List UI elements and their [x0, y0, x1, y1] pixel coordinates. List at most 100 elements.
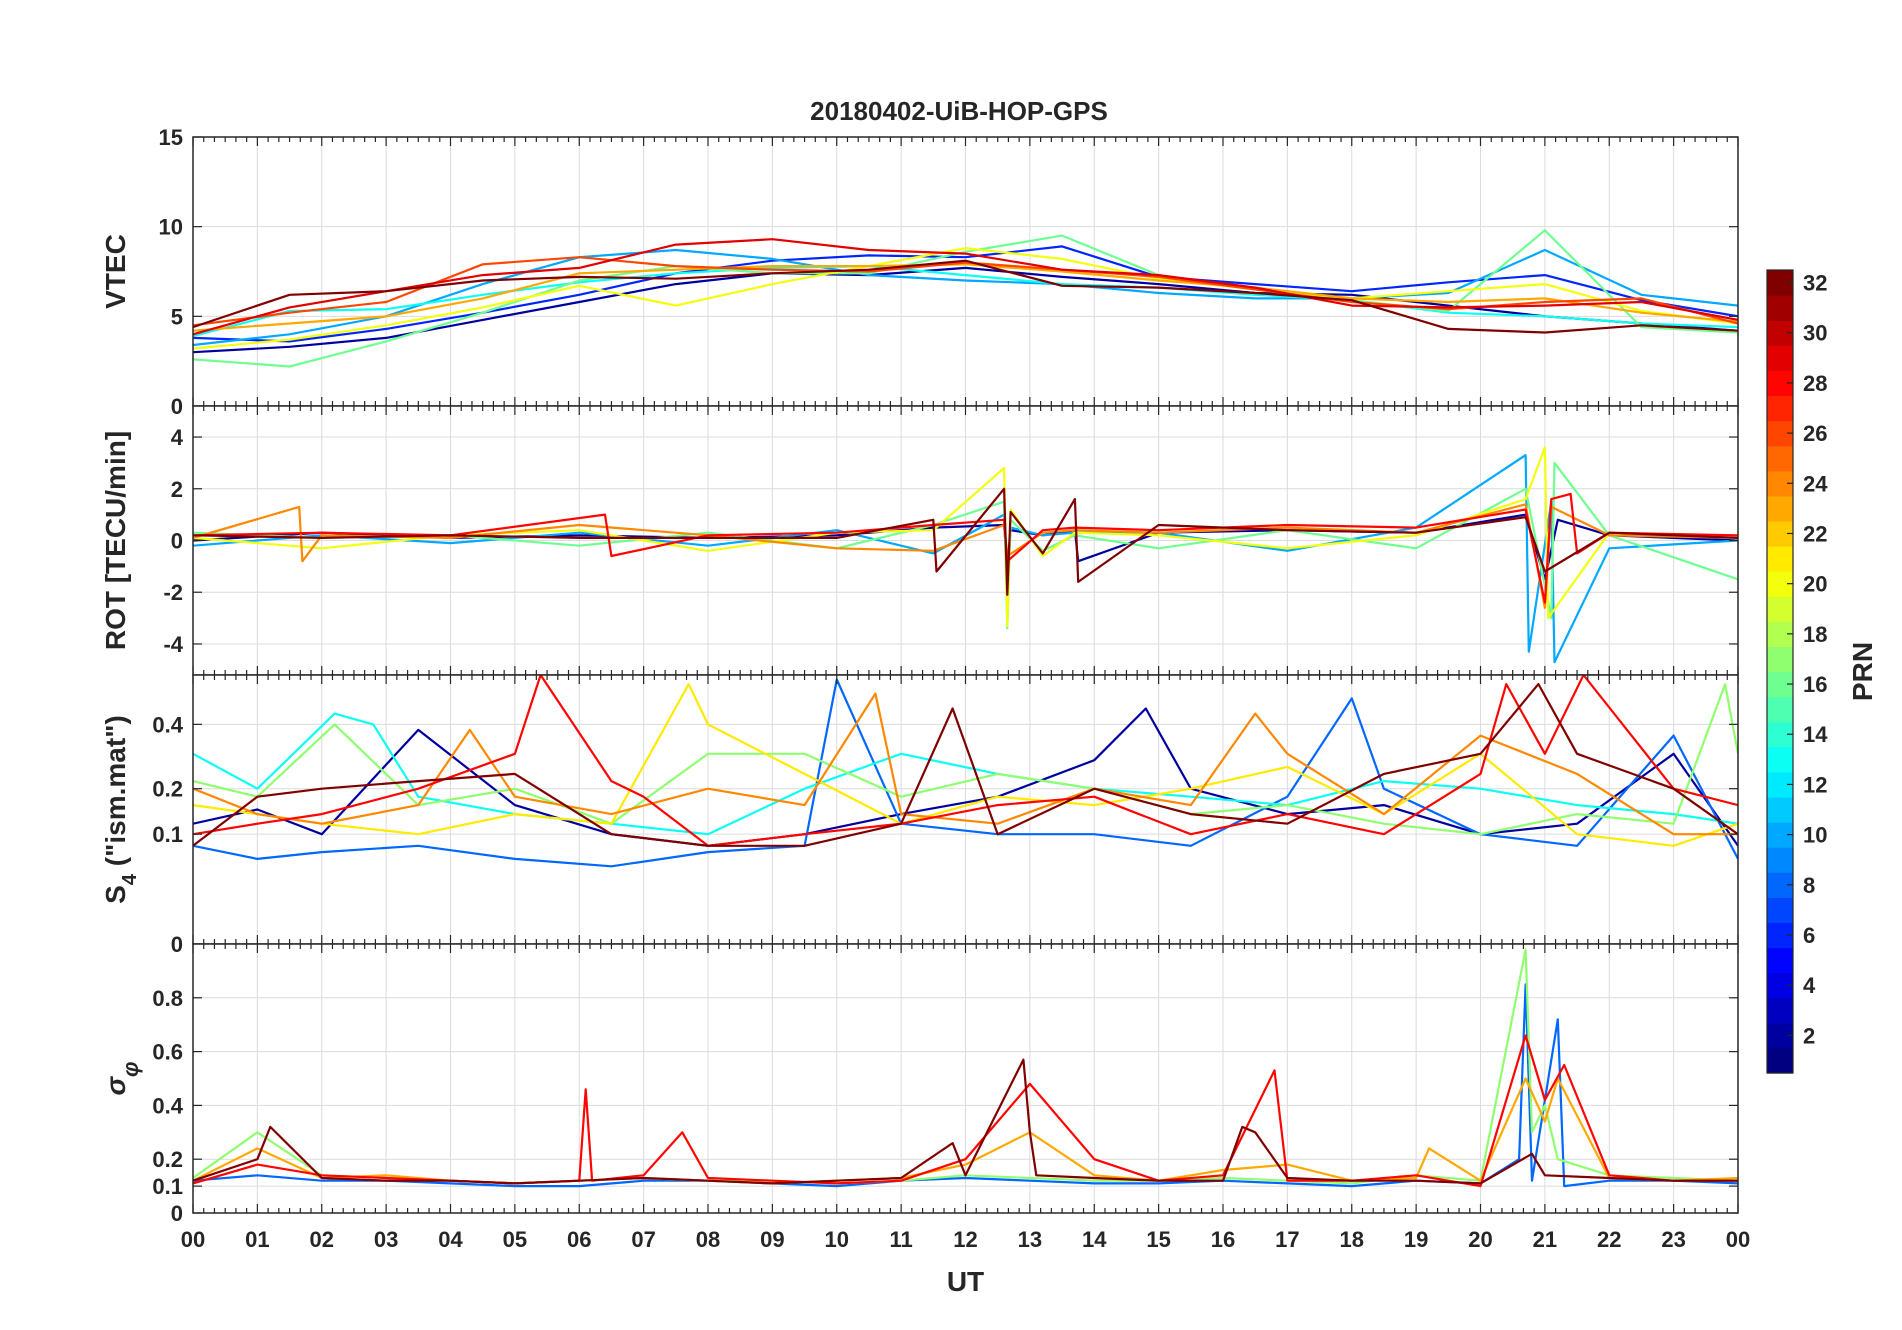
x-tick-label: 13: [1018, 1227, 1042, 1252]
colorbar-segment: [1767, 696, 1793, 723]
x-tick-label: 07: [631, 1227, 655, 1252]
colorbar-tick-label: 14: [1803, 722, 1828, 747]
x-tick-label: 02: [310, 1227, 334, 1252]
series-line-prn-32: [193, 487, 1738, 596]
series-line-prn-10: [193, 248, 1738, 347]
series-line-prn-6: [193, 245, 1738, 343]
y-tick-label: 0.2: [152, 1147, 183, 1172]
y-axis: 00.10.2 0.4 0.6 0.8: [152, 986, 1738, 1226]
x-tick-label: 05: [503, 1227, 527, 1252]
x-tick-label: 15: [1146, 1227, 1170, 1252]
grid: [192, 675, 1739, 945]
y-tick-label: -2: [163, 580, 183, 605]
y-tick-label: 0.2: [152, 777, 183, 802]
panel-vtec: 0 5 10 15 VTEC: [100, 125, 1739, 419]
series-line-prn-32: [193, 682, 1738, 847]
colorbar-segment: [1767, 947, 1793, 974]
x-tick-label: 17: [1275, 1227, 1299, 1252]
colorbar-segment: [1767, 445, 1793, 472]
colorbar-segment: [1767, 997, 1793, 1024]
y-tick-label: 0.4: [152, 712, 183, 737]
y-tick-label: 0: [171, 394, 183, 419]
x-tick-label: 23: [1661, 1227, 1685, 1252]
x-tick-label: 21: [1533, 1227, 1557, 1252]
x-ticks: [192, 406, 1739, 675]
series-line-prn-13: [193, 712, 1738, 836]
x-tick-label: 01: [245, 1227, 269, 1252]
colorbar-segment: [1767, 596, 1793, 622]
colorbar-tick-label: 26: [1803, 421, 1827, 446]
colorbar-tick-label: 4: [1803, 973, 1816, 998]
y-tick-label: -4: [163, 632, 183, 657]
colorbar-segment: [1767, 295, 1793, 321]
series-group: [193, 675, 1738, 868]
x-tick-label: 04: [438, 1227, 463, 1252]
x-axis-label: UT: [947, 1266, 984, 1297]
series-group: [193, 948, 1738, 1188]
x-ticks: [192, 944, 1739, 1213]
x-tick-label: 08: [696, 1227, 720, 1252]
colorbar-segment: [1767, 847, 1793, 873]
y-axis-label: σφ: [100, 1061, 143, 1095]
colorbar-label: PRN: [1847, 642, 1878, 701]
colorbar-tick-label: 8: [1803, 873, 1815, 898]
colorbar-segment: [1767, 495, 1793, 522]
colorbar-tick-label: 28: [1803, 371, 1827, 396]
colorbar-tick-label: 24: [1803, 471, 1828, 496]
y-tick-label: 2: [171, 477, 183, 502]
y-tick-label: 0.6: [152, 1040, 183, 1065]
y-axis: -4 -2 0 2 4: [163, 425, 1738, 657]
y-tick-label: 0.4: [152, 1093, 183, 1118]
panel-rot: -4 -2 0 2 4 ROT [TECU/min]: [100, 405, 1739, 676]
figure-title: 20180402-UiB-HOP-GPS: [810, 96, 1108, 126]
x-tick-label: 12: [953, 1227, 977, 1252]
colorbar-segment: [1767, 345, 1793, 371]
y-axis: 0 0.1 0.2 0.4: [152, 712, 1738, 957]
series-line-prn-2: [193, 266, 1738, 354]
panel-s4: 0 0.1 0.2 0.4 S4 ("ism.mat"): [100, 674, 1739, 957]
x-tick-label: 20: [1468, 1227, 1492, 1252]
colorbar-tick-label: 12: [1803, 772, 1827, 797]
colorbar-tick-label: 22: [1803, 521, 1827, 546]
colorbar-segment: [1767, 746, 1793, 773]
series-line-prn-8: [193, 983, 1738, 1188]
x-ticks: [192, 137, 1739, 406]
series-line-prn-32: [193, 259, 1738, 334]
x-tick-label: 11: [889, 1227, 912, 1252]
colorbar-box: [1766, 269, 1794, 1074]
colorbar-tick-label: 20: [1803, 572, 1827, 597]
colorbar-tick-label: 30: [1803, 321, 1827, 346]
x-tick-label: 16: [1211, 1227, 1235, 1252]
panel-sigma_phi: 00.10.2 0.4 0.6 0.8 σφ 00 01 02 03 04 05 06 07 08 09 10…: [100, 943, 1750, 1297]
y-tick-label: 0: [171, 1201, 183, 1226]
x-tick-label: 06: [567, 1227, 591, 1252]
colorbar-segment: [1767, 1047, 1793, 1074]
colorbar-segment: [1767, 796, 1793, 823]
y-tick-label: 0.1: [152, 1174, 183, 1199]
colorbar-tick-label: 6: [1803, 923, 1815, 948]
colorbar-tick-label: 18: [1803, 622, 1827, 647]
x-tick-label: 03: [374, 1227, 398, 1252]
x-ticks: [192, 675, 1739, 944]
y-axis-label: S4 ("ism.mat"): [100, 715, 141, 904]
series-line-prn-28: [193, 492, 1738, 604]
colorbar-tick-label: 10: [1803, 823, 1827, 848]
series-line-prn-32: [193, 1058, 1738, 1185]
colorbar-tick-label: 16: [1803, 672, 1827, 697]
y-tick-label: 0: [171, 529, 183, 554]
colorbar-tick-label: 32: [1803, 271, 1827, 296]
x-tick-label: 18: [1340, 1227, 1364, 1252]
series-group: [193, 229, 1738, 368]
series-line-prn-23: [193, 263, 1738, 332]
colorbar-segment: [1767, 546, 1793, 572]
x-tick-label: 22: [1597, 1227, 1621, 1252]
x-tick-label: 00: [181, 1227, 205, 1252]
y-tick-label: 0.8: [152, 986, 183, 1011]
colorbar-segment: [1767, 646, 1793, 673]
x-tick-label: 10: [825, 1227, 849, 1252]
y-axis-label: VTEC: [100, 234, 131, 309]
series-line-prn-13: [193, 265, 1738, 338]
colorbar-segment: [1767, 395, 1793, 422]
